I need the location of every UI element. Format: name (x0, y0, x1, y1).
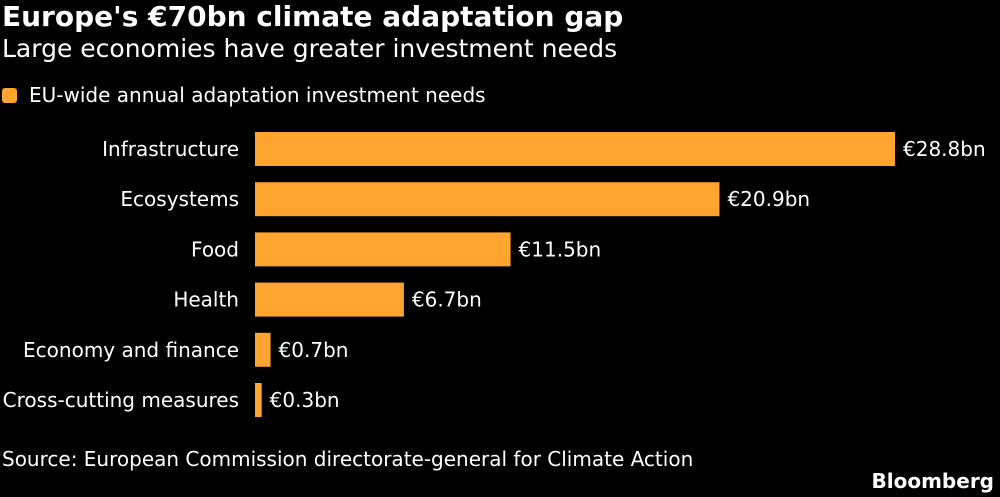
value-label: €20.9bn (727, 187, 810, 211)
legend: EU-wide annual adaptation investment nee… (2, 80, 486, 110)
legend-swatch (2, 87, 17, 103)
chart-title: Europe's €70bn climate adaptation gap (2, 0, 624, 33)
category-label: Food (191, 237, 239, 261)
value-label: €6.7bn (412, 288, 482, 312)
chart-subtitle: Large economies have greater investment … (2, 34, 618, 63)
bar (255, 383, 262, 417)
bloomberg-logo: Bloomberg (871, 469, 994, 493)
category-label: Infrastructure (102, 137, 239, 161)
category-label: Ecosystems (120, 187, 239, 211)
value-label: €0.3bn (270, 388, 340, 412)
value-label: €28.8bn (903, 137, 986, 161)
value-label: €0.7bn (279, 338, 349, 362)
bar (255, 182, 720, 217)
category-label: Cross-cutting measures (3, 388, 239, 412)
category-label: Health (173, 288, 239, 312)
value-label: €11.5bn (519, 237, 602, 261)
bar (255, 232, 511, 267)
source-note: Source: European Commission directorate-… (2, 447, 694, 471)
bar (255, 132, 895, 166)
bar (255, 282, 404, 317)
category-label: Economy and finance (23, 338, 239, 362)
bar (255, 332, 271, 367)
legend-label: EU-wide annual adaptation investment nee… (29, 83, 486, 107)
